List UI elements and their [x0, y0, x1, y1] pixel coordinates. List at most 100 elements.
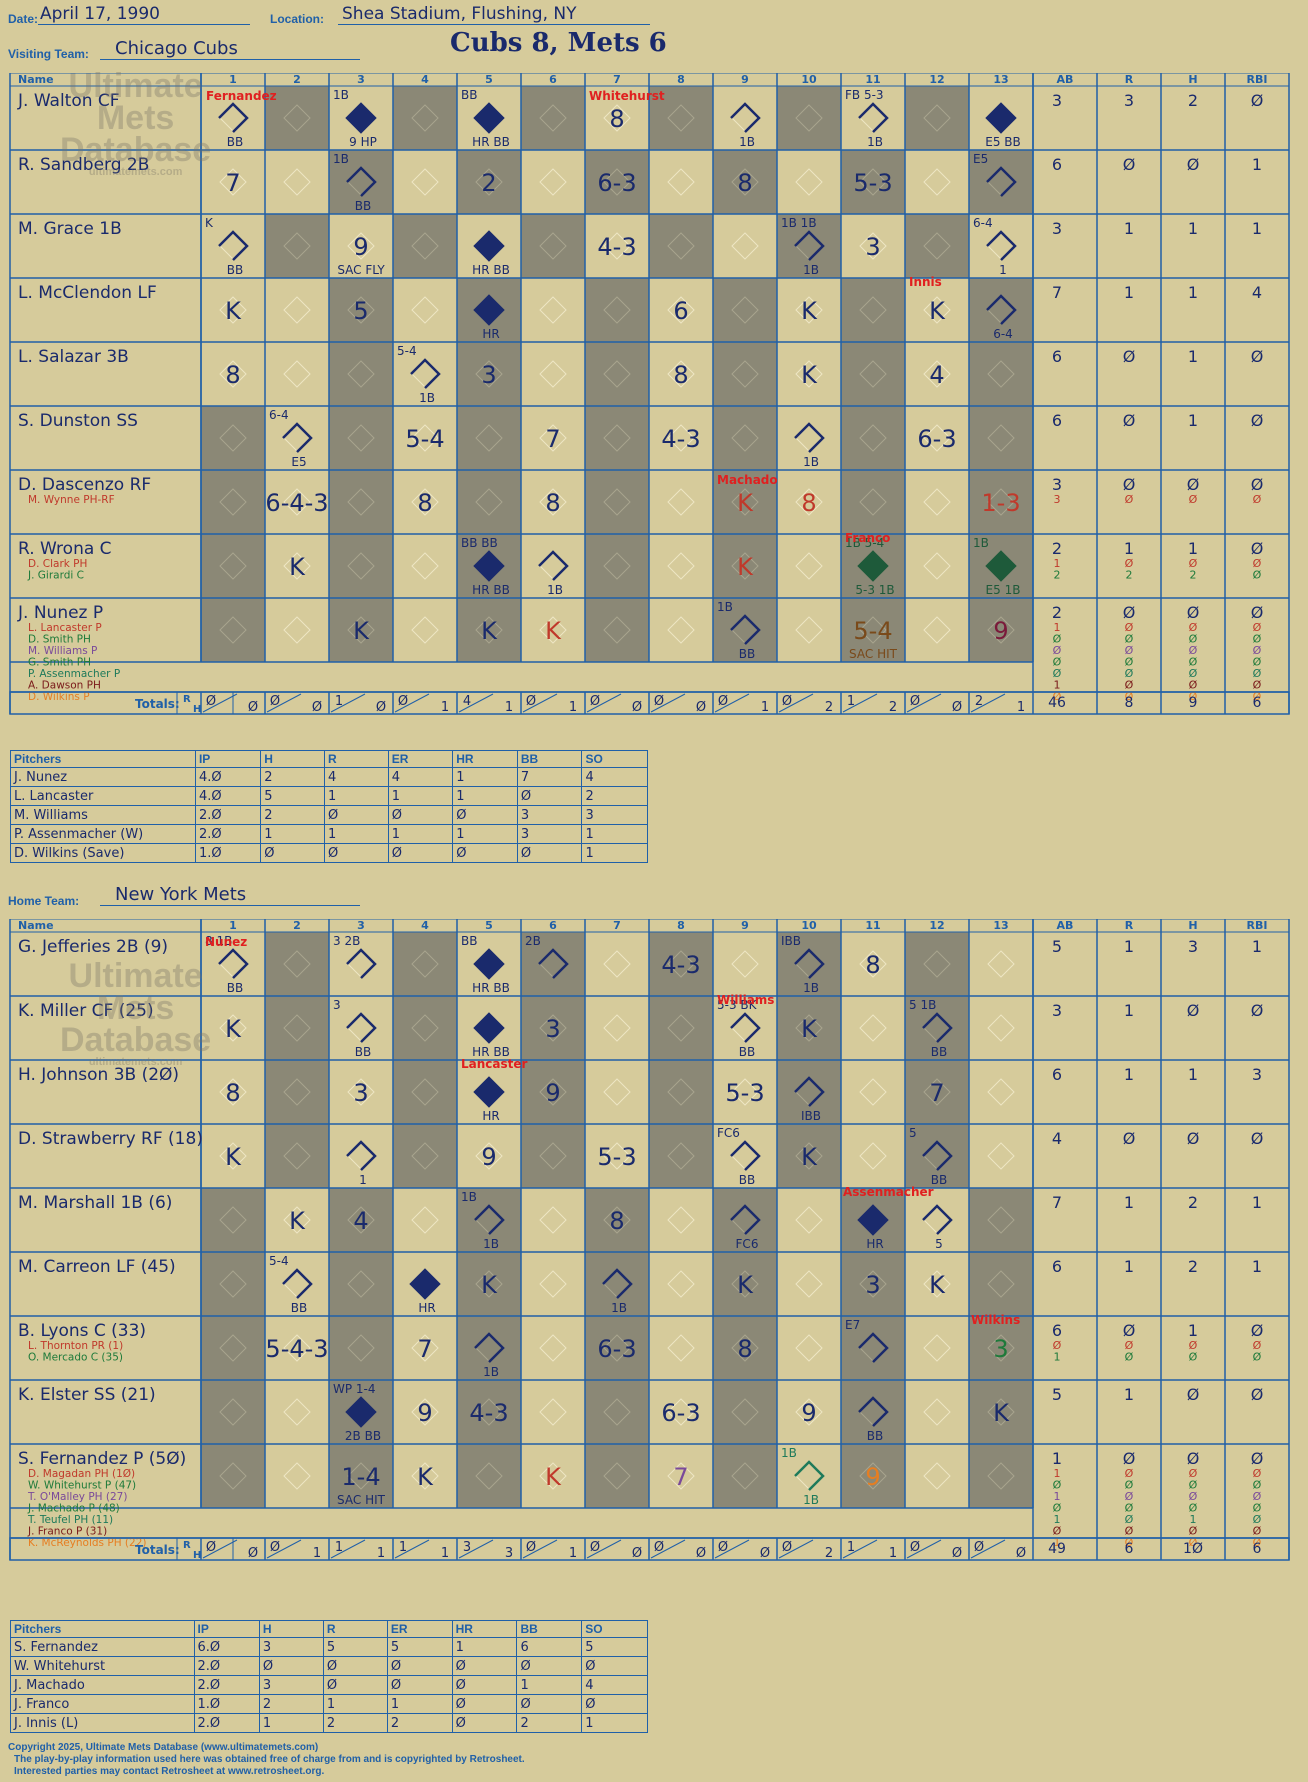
- pitcher-cell: 1: [387, 824, 454, 844]
- totals-slash: [202, 1539, 238, 1559]
- inning-cell: [777, 1124, 841, 1188]
- inning-cell: [457, 470, 521, 534]
- pitcher-cell: Ø: [387, 805, 454, 825]
- inning-cell: [265, 1316, 329, 1380]
- base-diamond: [731, 488, 759, 516]
- stat-value: 3: [1054, 493, 1061, 506]
- base-diamond: [923, 488, 951, 516]
- base-diamond: [411, 488, 439, 516]
- base-diamond: [347, 360, 375, 388]
- play-bottom-note: 5-3 1B: [855, 583, 894, 597]
- play-top-note: 2B: [525, 934, 541, 948]
- play-cell: BB HR BB: [461, 934, 510, 995]
- inning-cell: [521, 598, 585, 662]
- pitcher-cell: 4: [581, 1675, 648, 1695]
- stat-value: 1: [1252, 155, 1262, 174]
- run-scored-diamond: [473, 230, 505, 262]
- stat-value: Ø: [1125, 633, 1134, 646]
- play-bottom-note: 1: [359, 1173, 367, 1187]
- play-cell: 5-3: [853, 169, 892, 197]
- inning-cell: [521, 214, 585, 278]
- inning-cell: [521, 1188, 585, 1252]
- inning-cell: [969, 342, 1033, 406]
- play-notation: 3: [865, 1271, 880, 1299]
- base-diamond: [795, 1014, 823, 1042]
- stat-value: Ø: [1253, 493, 1262, 506]
- stat-value: Ø: [1053, 1339, 1062, 1352]
- play-notation: 6-3: [597, 1335, 636, 1363]
- home-team-underline: [100, 905, 360, 906]
- pitcher-cell: M. Williams: [10, 805, 196, 825]
- r-key: R: [183, 1540, 191, 1551]
- home-team-name: New York Mets: [115, 884, 247, 905]
- base-diamond: [603, 104, 631, 132]
- runs-total: Ø: [590, 1540, 600, 1555]
- play-notation: K: [801, 1143, 818, 1171]
- inning-cell: [329, 342, 393, 406]
- play-cell: 1B 1B: [461, 1190, 505, 1251]
- inning-cell: [457, 1188, 521, 1252]
- watermark-home: Ultimate Mets Database ultimatemets.com: [60, 959, 211, 1068]
- inning-header: 3: [357, 919, 365, 932]
- base-diamond: [731, 552, 759, 580]
- inning-cell: [841, 86, 905, 150]
- inning-cell: [393, 214, 457, 278]
- stat-value: Ø: [1189, 621, 1198, 634]
- stat-value: Ø: [1125, 1502, 1134, 1515]
- pitcher-cell: 1: [452, 786, 518, 806]
- player-name: L. McClendon LF: [18, 283, 157, 303]
- inning-cell: [201, 406, 265, 470]
- base-diamond: [667, 360, 695, 388]
- stat-value: 2: [1052, 603, 1062, 622]
- hits-total: Ø: [952, 1546, 962, 1561]
- pitcher-change-note: Franco: [845, 531, 890, 545]
- pitcher-cell: J. Innis (L): [10, 1713, 195, 1733]
- team-total-stat: 6: [1253, 1541, 1262, 1557]
- play-top-note: 1B: [781, 1446, 797, 1460]
- play-notation: 8: [225, 361, 240, 389]
- play-cell: 5-3: [725, 1079, 764, 1107]
- play-notation: 4-3: [597, 233, 636, 261]
- inning-cell: [521, 1444, 585, 1508]
- rh-key-box: [176, 691, 234, 715]
- totals-slash: [650, 1539, 686, 1559]
- inning-cell: [905, 86, 969, 150]
- play-cell: 2: [481, 169, 496, 197]
- play-cell: 4-3: [661, 425, 700, 453]
- stat-value: Ø: [1189, 493, 1198, 506]
- stat-value: 2: [1052, 539, 1062, 558]
- base-diamond: [603, 232, 631, 260]
- player-name: H. Johnson 3B (2Ø): [18, 1065, 179, 1085]
- pitcher-cell: 3: [581, 805, 648, 825]
- pitcher-cell: 1: [323, 786, 389, 806]
- pitcher-change-note: Wilkins: [971, 1313, 1020, 1327]
- play-notation: 7: [673, 1463, 688, 1491]
- play-cell: 5-4: [405, 425, 444, 453]
- inning-cell: [393, 996, 457, 1060]
- inning-header: 5: [485, 73, 493, 86]
- stat-value: 1: [1124, 1385, 1134, 1404]
- watermark-visiting: Ultimate Mets Database ultimatemets.com: [60, 69, 211, 178]
- pitcher-change-note: Whitehurst: [589, 89, 665, 103]
- inning-cell: [521, 406, 585, 470]
- inning-cell: [649, 1188, 713, 1252]
- player-name: S. Fernandez P (5Ø): [18, 1449, 186, 1469]
- pitcher-cell: Ø: [516, 1694, 583, 1714]
- base-diamond: [667, 424, 695, 452]
- base-diamond: [411, 950, 439, 978]
- inning-cell: [521, 1316, 585, 1380]
- substitute-name: J. Girardi C: [27, 570, 84, 582]
- inning-cell: [905, 406, 969, 470]
- inning-header: 2: [293, 73, 301, 86]
- play-cell: 9: [993, 617, 1008, 645]
- play-cell: HR: [409, 1268, 441, 1315]
- play-notation: 3: [353, 1079, 368, 1107]
- pitcher-cell: 3: [516, 824, 583, 844]
- inning-cell: [841, 214, 905, 278]
- stat-value: Ø: [1189, 633, 1198, 646]
- base-diamond: [283, 1206, 311, 1234]
- base-diamond: [283, 296, 311, 324]
- baserunner-path: [922, 1012, 953, 1043]
- stat-value: Ø: [1189, 1351, 1198, 1364]
- base-diamond: [667, 488, 695, 516]
